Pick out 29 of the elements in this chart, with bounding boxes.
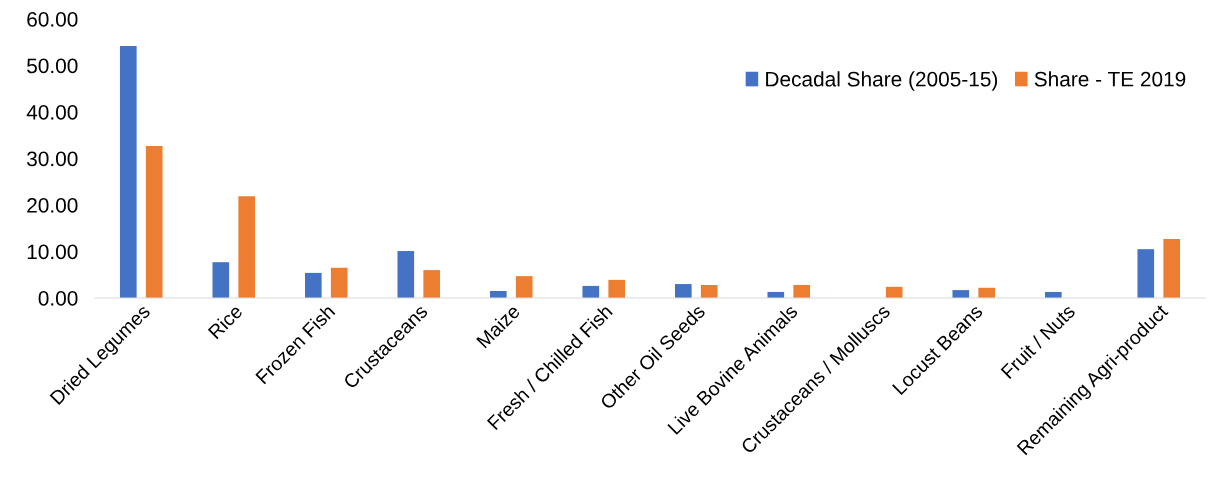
bar [1137, 249, 1155, 298]
bar [608, 279, 626, 298]
bar [582, 285, 600, 298]
bar [330, 267, 348, 298]
legend-label: Decadal Share (2005-15) [766, 71, 998, 91]
legend-label: Share - TE 2019 [1034, 71, 1186, 87]
y-tick-label: 40.00 [26, 105, 78, 120]
bar [304, 272, 322, 298]
x-tick-label: Rice [207, 303, 244, 340]
bar [885, 286, 903, 298]
bar [397, 251, 415, 298]
y-tick-label: 10.00 [27, 244, 78, 260]
bar [1163, 238, 1181, 298]
bar [674, 284, 692, 298]
y-tick-label: 60.00 [27, 12, 78, 27]
bar [978, 287, 996, 298]
bar [212, 262, 230, 298]
y-tick-label: 0.00 [38, 291, 78, 306]
y-tick-label: 30.00 [27, 151, 78, 167]
bar [119, 45, 137, 298]
bar [238, 196, 256, 298]
bar [515, 276, 533, 298]
y-tick-label: 50.00 [27, 58, 78, 74]
bar [145, 145, 163, 298]
bar [700, 284, 718, 298]
bar [793, 284, 811, 298]
bar [952, 290, 970, 298]
bar [423, 270, 441, 298]
y-tick-label: 20.00 [27, 198, 78, 213]
